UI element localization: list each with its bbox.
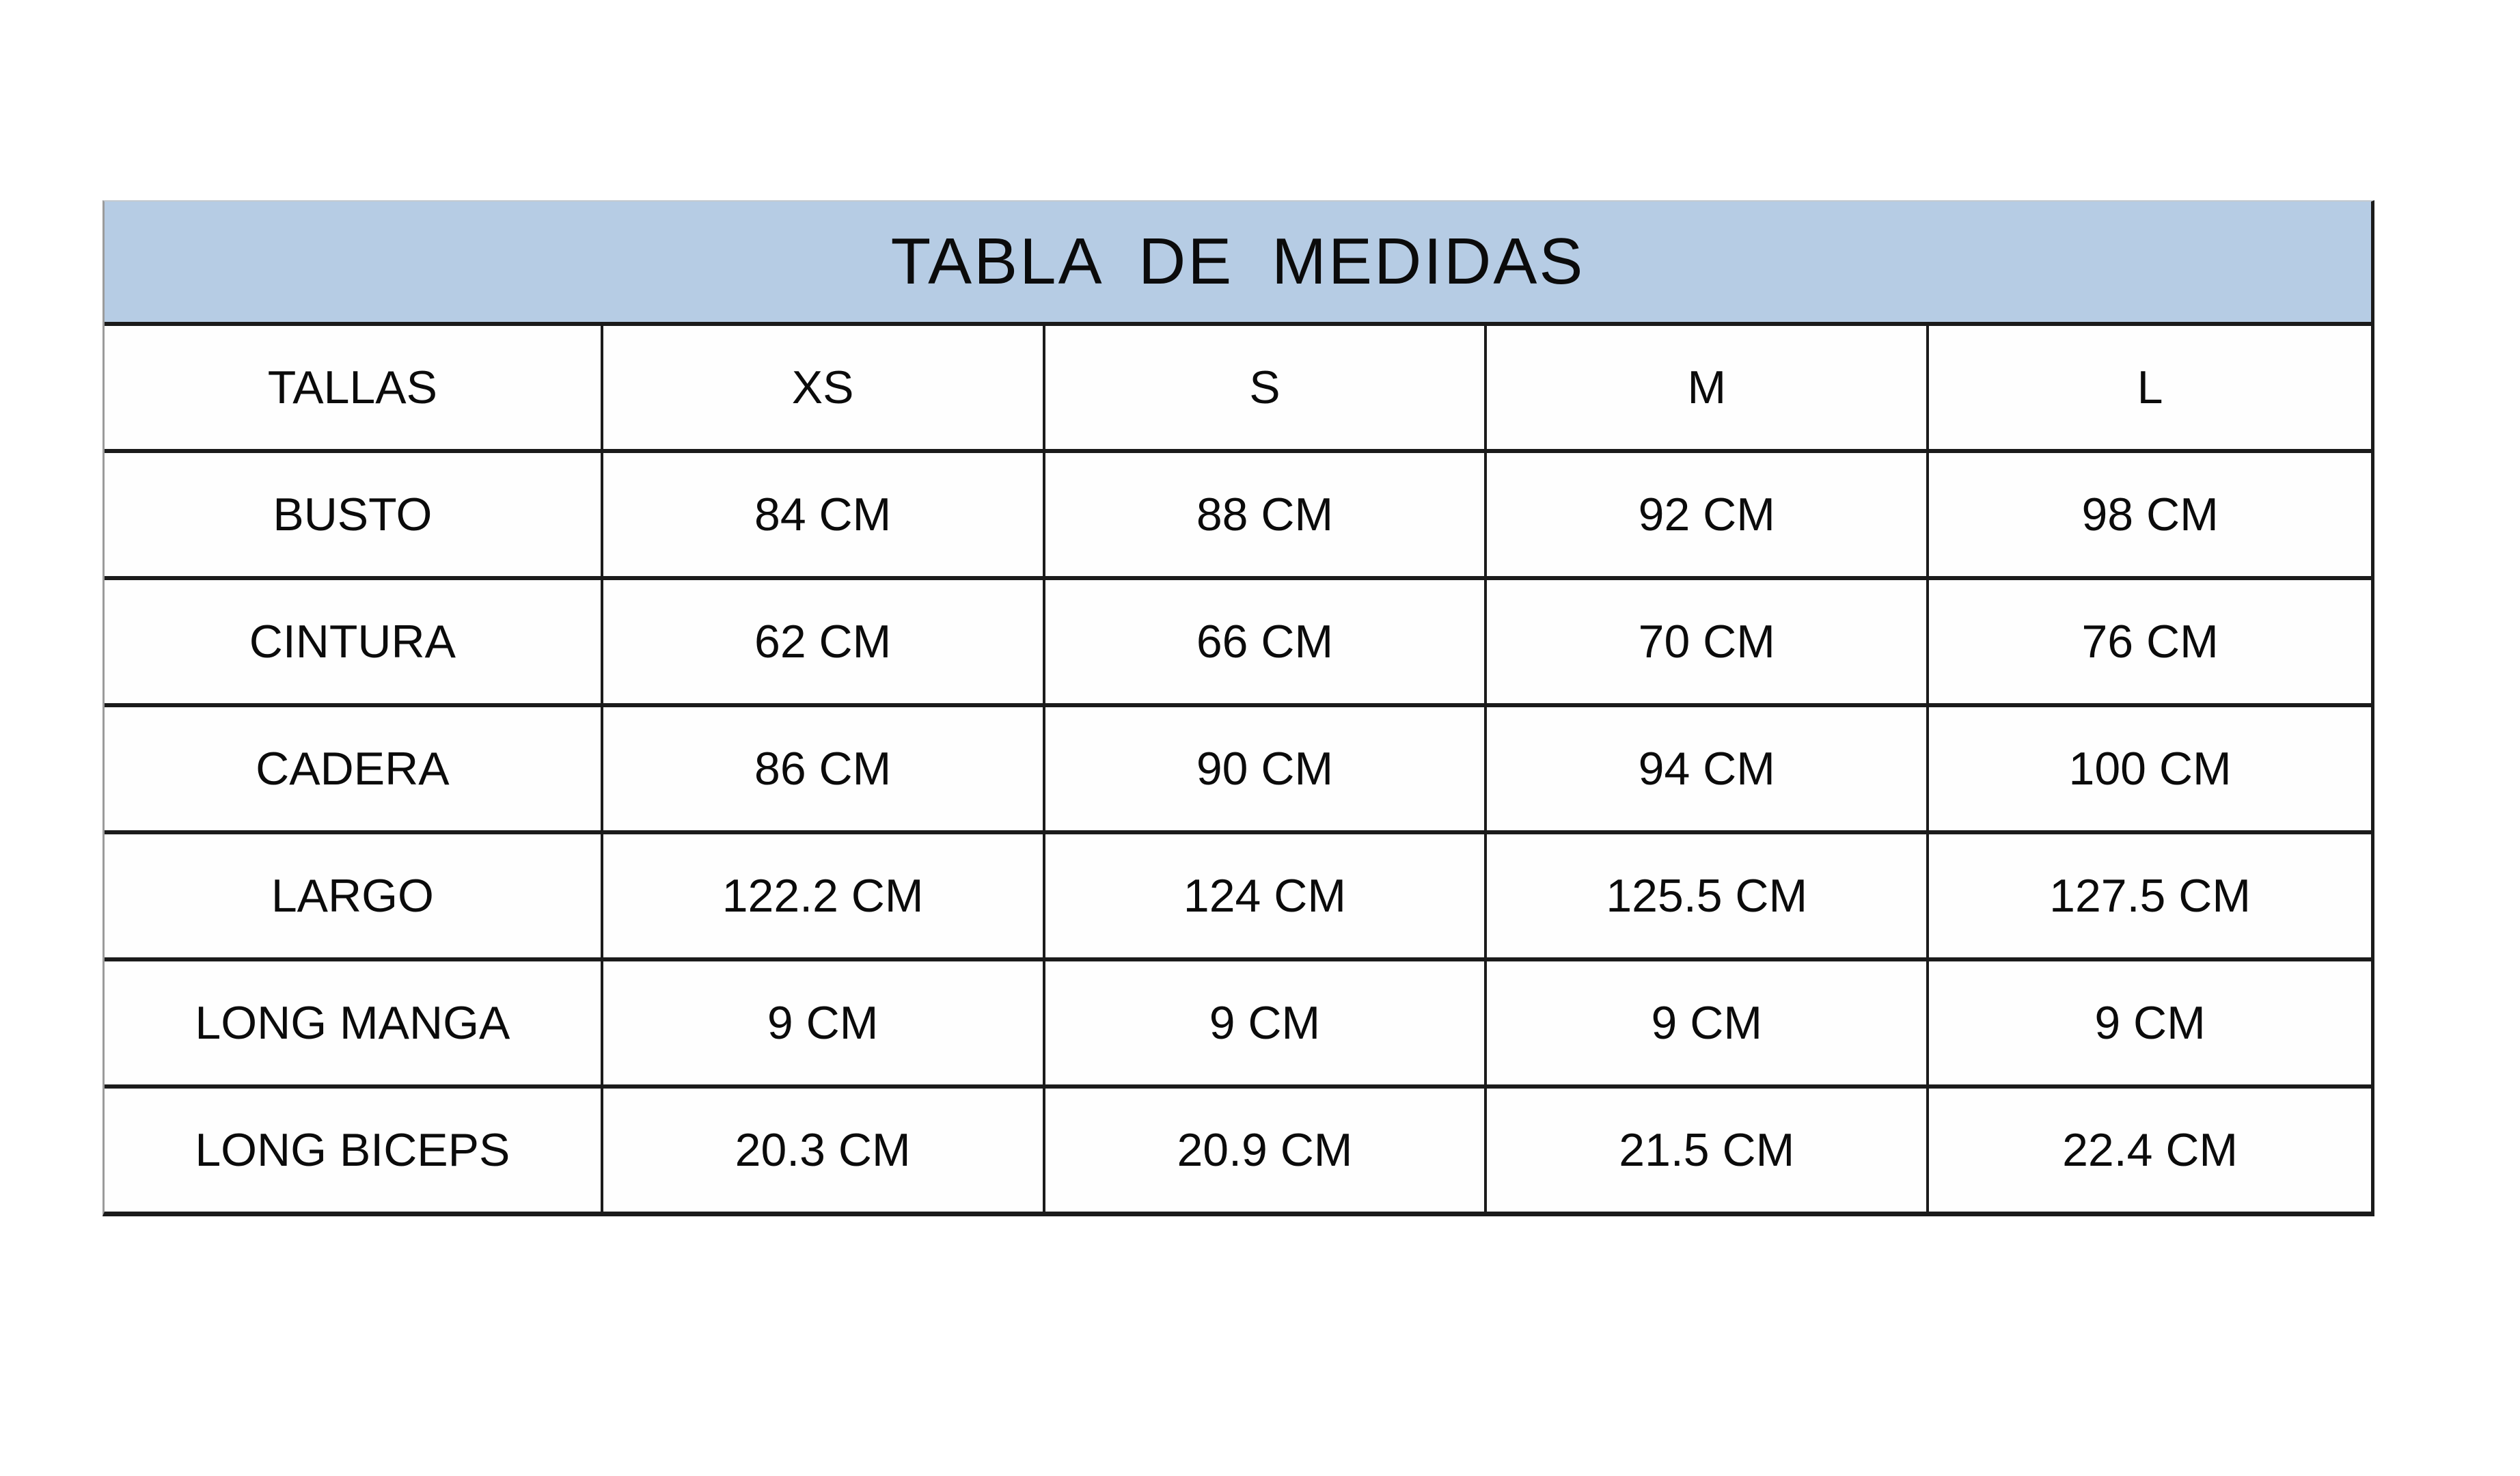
header-cell-xs: XS [603, 326, 1045, 449]
cell-value: 9 CM [1045, 961, 1488, 1084]
row-label: CADERA [105, 707, 603, 830]
cell-value: 9 CM [2094, 997, 2206, 1049]
cell-value: 62 CM [603, 580, 1045, 703]
row-label: LONG BICEPS [105, 1089, 603, 1212]
cell-value: 127.5 CM [2049, 870, 2251, 922]
table-title: TABLA DE MEDIDAS [890, 225, 1585, 298]
cell-value: 122.2 CM [603, 834, 1045, 957]
cell-value: 100 CM [2068, 743, 2232, 795]
header-cell-m: M [1487, 326, 1930, 449]
cell-value: 66 CM [1045, 580, 1488, 703]
row-label: CINTURA [105, 580, 603, 703]
row-label: LONG MANGA [105, 961, 603, 1084]
table-row-cadera: CADERA 86 CM 90 CM 94 CM 100 CM [105, 707, 2371, 834]
header-row: TALLAS XS S M L [105, 326, 2371, 453]
cell-value: 98 CM [2081, 489, 2219, 541]
cell-value: 92 CM [1487, 453, 1930, 576]
cell-value: 84 CM [603, 453, 1045, 576]
cell-value: 22.4 CM [2062, 1124, 2238, 1176]
cell-value: 20.9 CM [1045, 1089, 1488, 1212]
cell-value: 9 CM [603, 961, 1045, 1084]
row-label: BUSTO [105, 453, 603, 576]
cell-value: 88 CM [1045, 453, 1488, 576]
table-title-row: TABLA DE MEDIDAS [105, 202, 2371, 326]
cell-value: 86 CM [603, 707, 1045, 830]
cell-value: 21.5 CM [1487, 1089, 1930, 1212]
header-cell-l: L [2137, 361, 2163, 413]
table-row-largo: LARGO 122.2 CM 124 CM 125.5 CM 127.5 CM [105, 834, 2371, 961]
size-chart-table: TABLA DE MEDIDAS TALLAS XS S M L BUSTO 8… [102, 200, 2374, 1216]
header-cell-s: S [1045, 326, 1488, 449]
table-row-cintura: CINTURA 62 CM 66 CM 70 CM 76 CM [105, 580, 2371, 707]
row-label: LARGO [105, 834, 603, 957]
cell-value: 90 CM [1045, 707, 1488, 830]
cell-value: 125.5 CM [1487, 834, 1930, 957]
cell-value: 70 CM [1487, 580, 1930, 703]
cell-value: 124 CM [1045, 834, 1488, 957]
table-row-long-biceps: LONG BICEPS 20.3 CM 20.9 CM 21.5 CM 22.4… [105, 1089, 2371, 1212]
table-row-long-manga: LONG MANGA 9 CM 9 CM 9 CM 9 CM [105, 961, 2371, 1089]
cell-value: 20.3 CM [603, 1089, 1045, 1212]
cell-value: 76 CM [2081, 616, 2219, 668]
header-cell-tallas: TALLAS [105, 326, 603, 449]
cell-value: 94 CM [1487, 707, 1930, 830]
table-row-busto: BUSTO 84 CM 88 CM 92 CM 98 CM [105, 453, 2371, 580]
cell-value: 9 CM [1487, 961, 1930, 1084]
